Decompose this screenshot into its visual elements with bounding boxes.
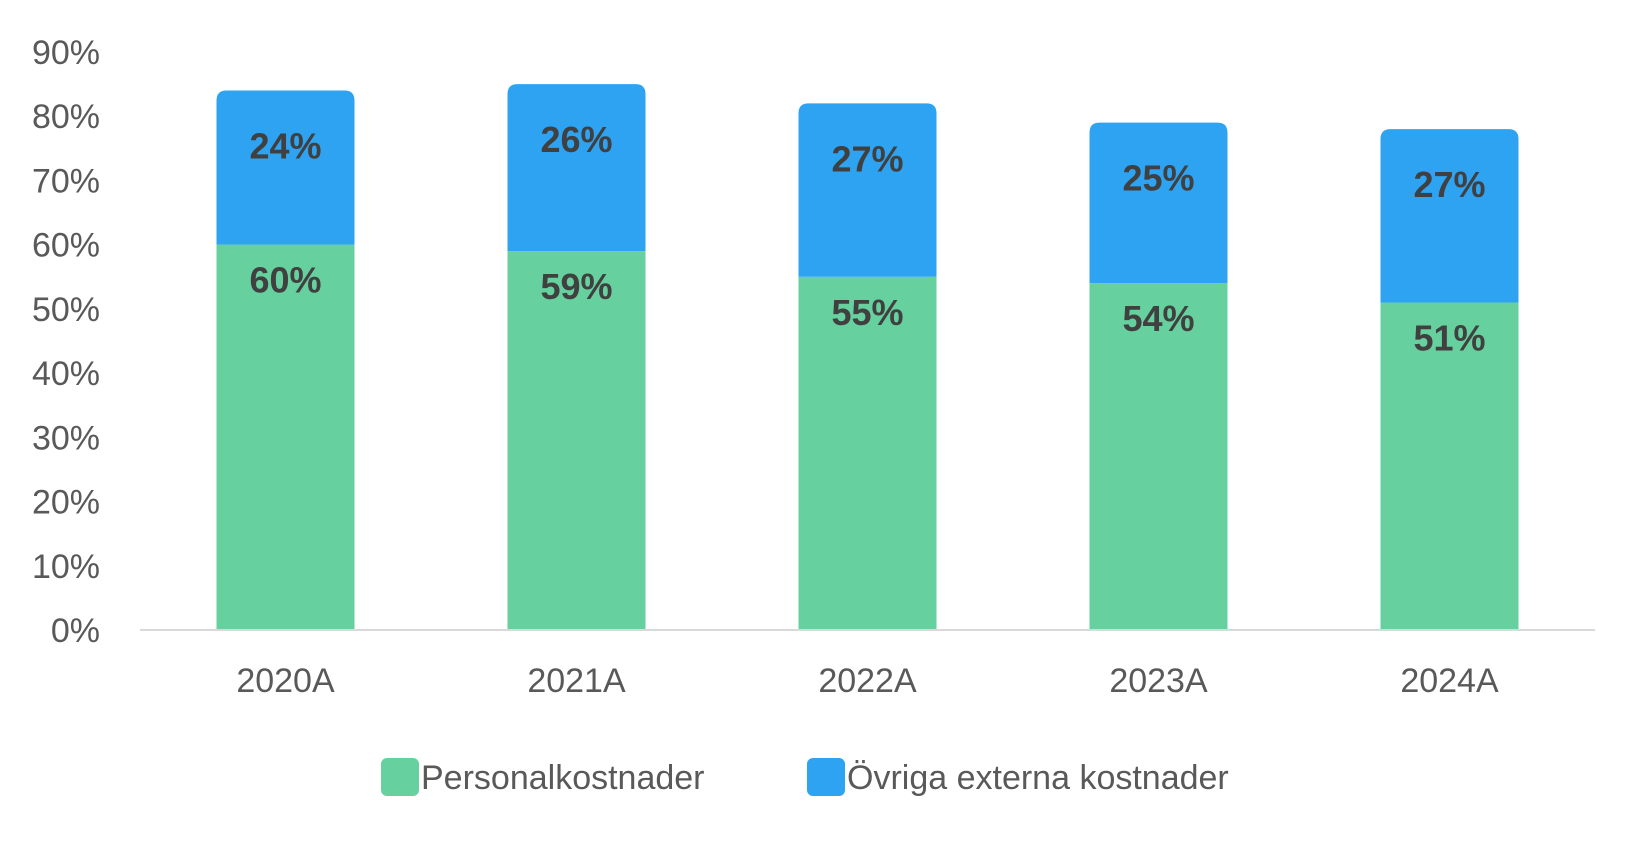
x-tick-label: 2022A (818, 662, 917, 700)
legend-label: Övriga externa kostnader (847, 759, 1229, 797)
data-label: 27% (1413, 164, 1485, 205)
data-label: 55% (831, 292, 903, 333)
bar-segment-personalkostnader (1380, 302, 1519, 630)
bar-segment-personalkostnader (507, 251, 646, 631)
y-tick-label: 50% (32, 291, 100, 329)
bar-segment-ovriga-externa-kostnader (798, 103, 937, 277)
y-tick-label: 40% (32, 355, 100, 393)
y-tick-label: 60% (32, 227, 100, 265)
data-label: 25% (1122, 158, 1194, 199)
bar-segment-personalkostnader (1089, 283, 1228, 630)
x-tick-label: 2024A (1400, 662, 1499, 700)
x-tick-label: 2021A (527, 662, 626, 700)
data-label: 24% (249, 126, 321, 167)
y-tick-label: 70% (32, 162, 100, 200)
bar-segment-personalkostnader (216, 244, 355, 630)
legend-swatch (381, 758, 419, 796)
data-label: 27% (831, 138, 903, 179)
x-tick-label: 2020A (236, 662, 335, 700)
bar-segment-ovriga-externa-kostnader (1089, 122, 1228, 284)
y-axis: 0% 10% 20% 30% 40% 50% 60% 70% 80% 90% (32, 34, 100, 650)
bar-segment-ovriga-externa-kostnader (507, 84, 646, 252)
data-label: 60% (249, 260, 321, 301)
bar-segment-personalkostnader (798, 276, 937, 630)
y-tick-label: 10% (32, 548, 100, 586)
data-label: 51% (1413, 317, 1485, 358)
legend-swatch (807, 758, 845, 796)
data-label: 59% (540, 266, 612, 307)
data-label: 54% (1122, 298, 1194, 339)
x-axis: 2020A 2021A 2022A 2023A 2024A (236, 662, 1499, 700)
bars-group: 60% 24% 59% 26% 55% 27% 54% 25% 51% 27% (216, 84, 1519, 631)
legend-label: Personalkostnader (421, 759, 705, 797)
y-tick-label: 90% (32, 34, 100, 72)
y-tick-label: 30% (32, 419, 100, 457)
y-tick-label: 20% (32, 484, 100, 522)
y-tick-label: 0% (51, 612, 100, 650)
y-tick-label: 80% (32, 98, 100, 136)
legend: Personalkostnader Övriga externa kostnade… (381, 758, 1229, 797)
data-label: 26% (540, 119, 612, 160)
bar-segment-ovriga-externa-kostnader (1380, 129, 1519, 303)
x-tick-label: 2023A (1109, 662, 1208, 700)
bar-segment-ovriga-externa-kostnader (216, 90, 355, 245)
